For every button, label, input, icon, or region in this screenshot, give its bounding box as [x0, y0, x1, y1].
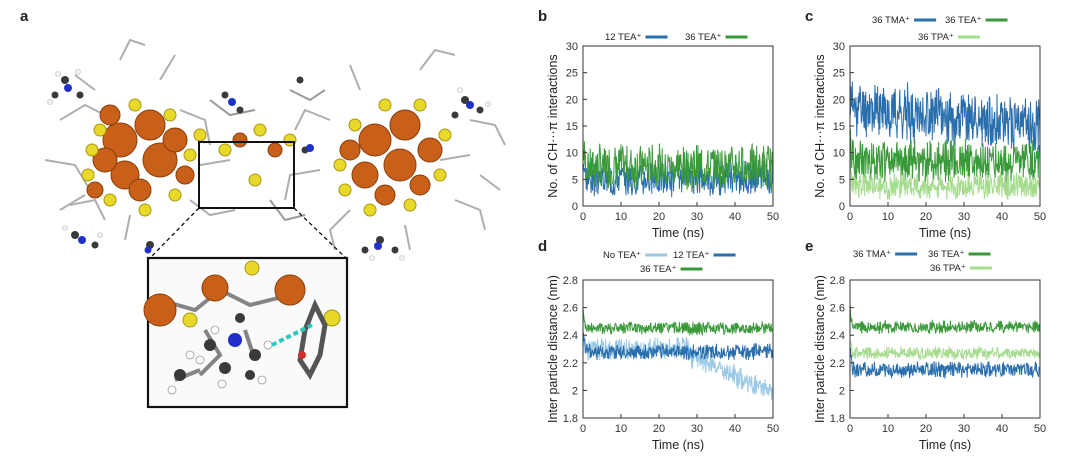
x-axis-label-d: Time (ns) — [652, 438, 704, 452]
x-tick-label-c-4: 40 — [996, 211, 1008, 223]
legend-label-d-2: 36 TEA⁺ — [640, 264, 677, 275]
series-d-1 — [582, 331, 774, 361]
y-tick-label-b-4: 20 — [566, 94, 578, 106]
y-tick-label-e-1: 2 — [839, 385, 845, 397]
y-tick-label-d-0: 1.8 — [563, 413, 578, 425]
legend-label-c-2: 36 TPA⁺ — [918, 32, 954, 43]
legend-label-c-1: 36 TEA⁺ — [945, 15, 982, 26]
x-tick-label-e-2: 20 — [920, 423, 932, 435]
y-tick-label-e-3: 2.4 — [830, 330, 845, 342]
y-tick-label-c-6: 30 — [833, 41, 845, 53]
y-tick-label-b-0: 0 — [572, 201, 578, 213]
series-e-1 — [849, 303, 1041, 334]
series-c-2 — [849, 153, 1041, 201]
y-axis-label-c: No. of CH···π interactions — [813, 54, 827, 197]
right-nanocluster — [284, 48, 506, 261]
x-tick-label-c-1: 10 — [882, 211, 894, 223]
y-tick-label-c-3: 15 — [833, 121, 845, 133]
x-tick-label-e-1: 10 — [882, 423, 894, 435]
series-e-2 — [849, 340, 1041, 361]
x-tick-label-c-2: 20 — [920, 211, 932, 223]
x-axis-label-e: Time (ns) — [919, 438, 971, 452]
x-tick-label-c-0: 0 — [847, 211, 853, 223]
x-tick-label-d-4: 40 — [729, 423, 741, 435]
y-tick-label-b-2: 10 — [566, 148, 578, 160]
series-c-1 — [849, 129, 1041, 184]
x-tick-label-b-1: 10 — [615, 211, 627, 223]
legend-label-b-1: 36 TEA⁺ — [685, 32, 722, 43]
series-e-0 — [849, 347, 1041, 379]
y-tick-label-b-1: 5 — [572, 174, 578, 186]
x-tick-label-d-1: 10 — [615, 423, 627, 435]
series-d-2 — [582, 307, 774, 337]
x-tick-label-e-5: 50 — [1034, 423, 1046, 435]
x-tick-label-d-5: 50 — [767, 423, 779, 435]
x-tick-label-c-3: 30 — [958, 211, 970, 223]
y-tick-label-c-2: 10 — [833, 148, 845, 160]
y-tick-label-d-4: 2.6 — [563, 303, 578, 315]
legend-label-c-0: 36 TMA⁺ — [872, 15, 910, 26]
legend-label-e-2: 36 TPA⁺ — [930, 263, 966, 274]
y-tick-label-e-4: 2.6 — [830, 303, 845, 315]
y-axis-label-d: Inter particle distance (nm) — [546, 275, 560, 423]
y-tick-label-e-5: 2.8 — [830, 275, 845, 287]
zoom-guide-right — [293, 207, 347, 259]
zoom-inset — [143, 256, 349, 409]
y-tick-label-b-5: 25 — [566, 68, 578, 80]
legend-label-e-0: 36 TMA⁺ — [853, 249, 891, 260]
x-tick-label-c-5: 50 — [1034, 211, 1046, 223]
plot-frame-e — [849, 279, 1041, 419]
x-tick-label-d-2: 20 — [653, 423, 665, 435]
panel-label-e: e — [805, 238, 814, 255]
nanocluster-molecular-illustration — [44, 38, 506, 409]
panel-label-c: c — [805, 8, 814, 25]
x-tick-label-b-2: 20 — [653, 211, 665, 223]
panel-label-d: d — [538, 238, 548, 255]
y-tick-label-d-5: 2.8 — [563, 275, 578, 287]
y-tick-label-c-4: 20 — [833, 94, 845, 106]
x-tick-label-e-4: 40 — [996, 423, 1008, 435]
y-tick-label-b-3: 15 — [566, 121, 578, 133]
x-tick-label-d-0: 0 — [580, 423, 586, 435]
series-d-0 — [582, 331, 774, 401]
zoom-guide-left — [149, 207, 200, 259]
x-tick-label-e-0: 0 — [847, 423, 853, 435]
panel-label-b: b — [538, 8, 548, 25]
y-tick-label-e-2: 2.2 — [830, 358, 845, 370]
x-tick-label-d-3: 30 — [691, 423, 703, 435]
y-tick-label-d-2: 2.2 — [563, 358, 578, 370]
y-tick-label-c-0: 0 — [839, 201, 845, 213]
series-c-0 — [849, 71, 1041, 155]
y-tick-label-d-3: 2.4 — [563, 330, 578, 342]
left-nanocluster — [44, 38, 236, 254]
x-tick-label-b-5: 50 — [767, 211, 779, 223]
x-tick-label-e-3: 30 — [958, 423, 970, 435]
x-tick-label-b-4: 40 — [729, 211, 741, 223]
y-axis-label-e: Inter particle distance (nm) — [813, 275, 827, 423]
y-tick-label-c-1: 5 — [839, 174, 845, 186]
series-b-1 — [582, 141, 774, 190]
y-tick-label-e-0: 1.8 — [830, 413, 845, 425]
legend-label-e-1: 36 TEA⁺ — [928, 249, 965, 260]
y-tick-label-c-5: 25 — [833, 68, 845, 80]
legend-label-b-0: 12 TEA⁺ — [605, 32, 642, 43]
legend-label-d-1: 12 TEA⁺ — [673, 250, 710, 261]
y-tick-label-b-6: 30 — [566, 41, 578, 53]
x-tick-label-b-3: 30 — [691, 211, 703, 223]
panel-label-a: a — [20, 8, 29, 25]
x-axis-label-c: Time (ns) — [919, 226, 971, 240]
x-axis-label-b: Time (ns) — [652, 226, 704, 240]
y-tick-label-d-1: 2 — [572, 385, 578, 397]
x-tick-label-b-0: 0 — [580, 211, 586, 223]
legend-label-d-0: No TEA⁺ — [603, 250, 641, 261]
zoom-source-box — [198, 141, 295, 209]
plot-frame-d — [582, 279, 774, 419]
y-axis-label-b: No. of CH···π interactions — [546, 54, 560, 197]
